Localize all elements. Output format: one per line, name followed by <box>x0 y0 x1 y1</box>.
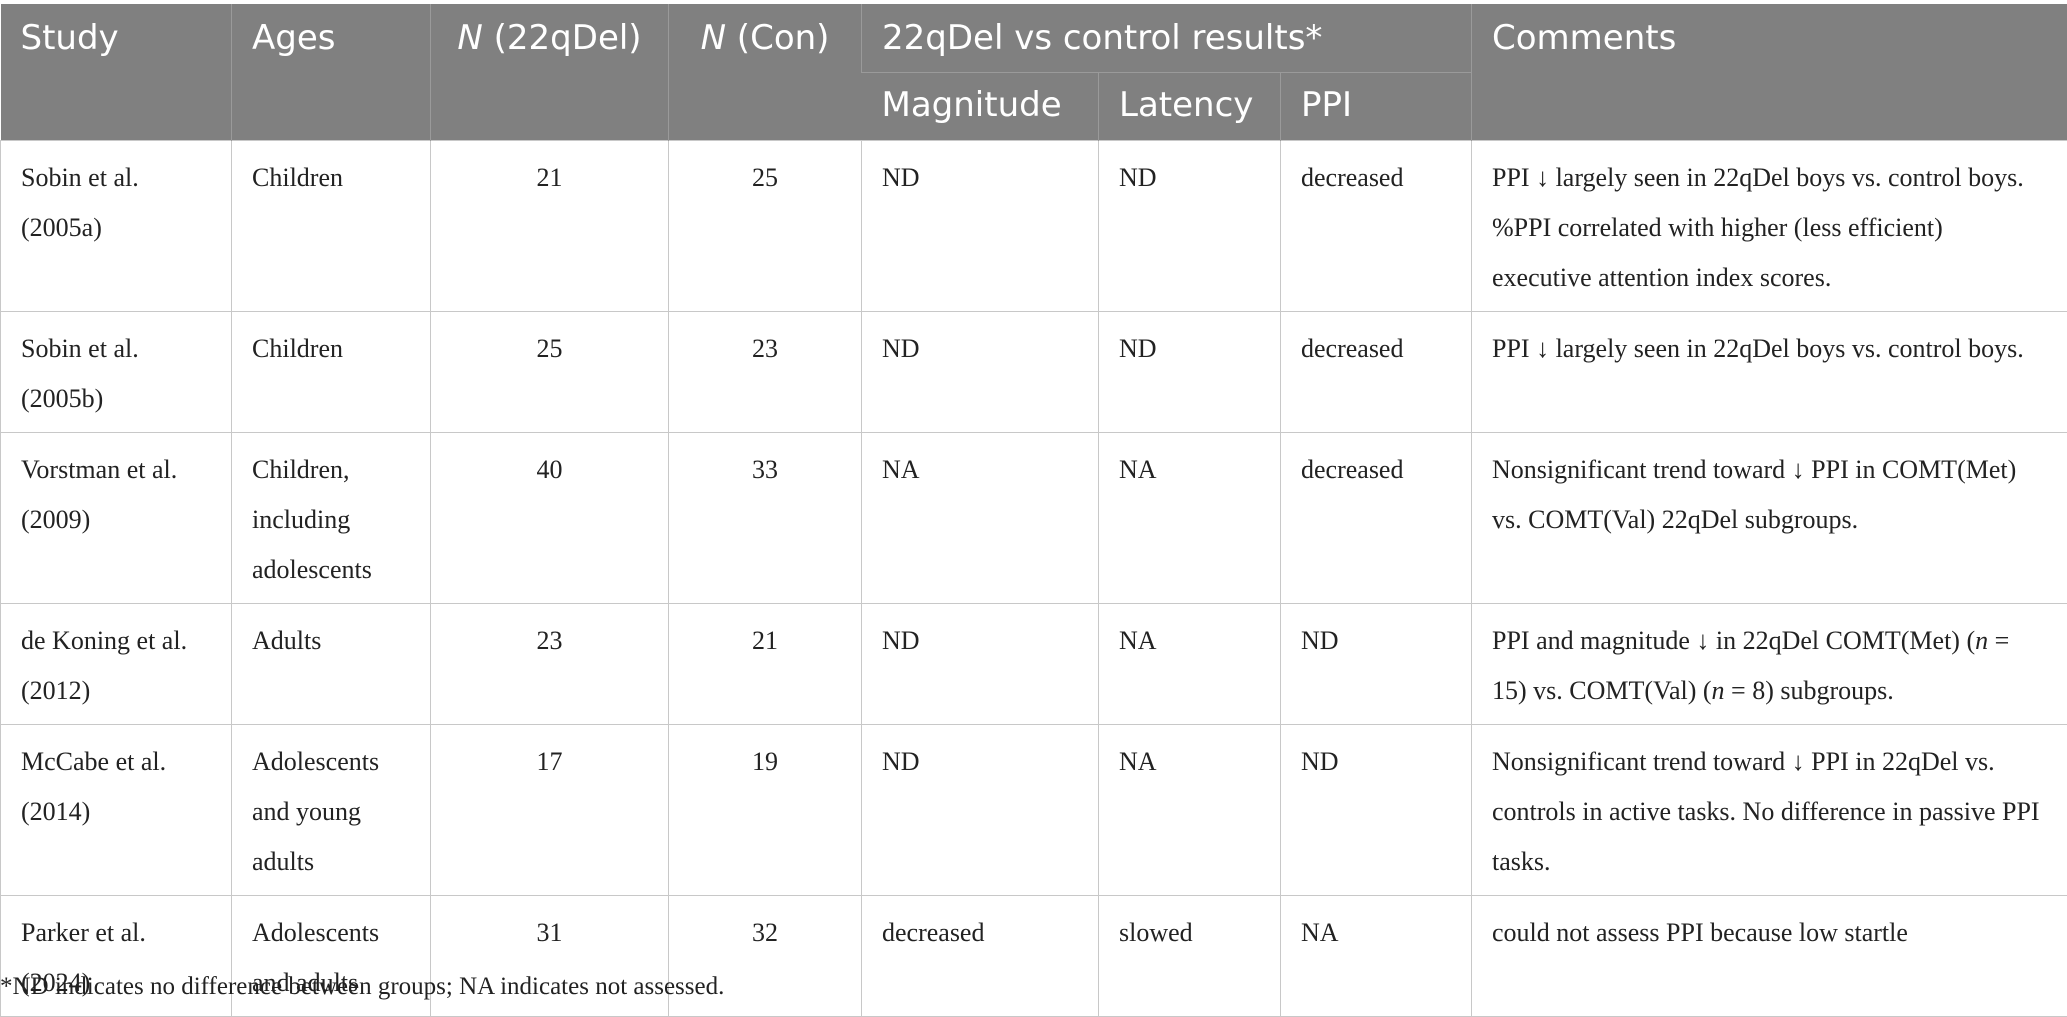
cell-n-22qdel: 40 <box>430 431 669 604</box>
table-row: Vorstman et al. (2009) Children, includi… <box>0 431 2067 604</box>
cell-n-con: 25 <box>668 139 862 312</box>
header-latency: Latency <box>1098 71 1281 140</box>
cell-study[interactable]: de Koning et al. (2012) <box>0 602 232 725</box>
cell-ppi: decreased <box>1280 139 1472 312</box>
cell-magnitude: ND <box>861 602 1099 725</box>
cell-ages: Adolescents and adults <box>231 894 431 1017</box>
cell-magnitude: decreased <box>861 894 1099 1017</box>
table-row: Sobin et al. (2005a) Children 21 25 ND N… <box>0 139 2067 312</box>
header-ages: Ages <box>231 4 431 140</box>
cell-n-22qdel: 31 <box>430 894 669 1017</box>
cell-ppi: decreased <box>1280 431 1472 604</box>
cell-latency: slowed <box>1098 894 1281 1017</box>
cell-magnitude: ND <box>861 310 1099 433</box>
table-row: McCabe et al. (2014) Adolescents and you… <box>0 723 2067 896</box>
cell-ppi: ND <box>1280 602 1472 725</box>
cell-ages: Children <box>231 310 431 433</box>
table-row: Sobin et al. (2005b) Children 25 23 ND N… <box>0 310 2067 433</box>
cell-n-22qdel: 21 <box>430 139 669 312</box>
cell-study[interactable]: McCabe et al. (2014) <box>0 723 232 896</box>
header-comments: Comments <box>1471 4 2067 140</box>
cell-ppi: ND <box>1280 723 1472 896</box>
results-table: Study Ages N (22qDel) N (Con) 22qDel vs … <box>0 4 2067 1017</box>
table-row: de Koning et al. (2012) Adults 23 21 ND … <box>0 602 2067 725</box>
cell-n-con: 33 <box>668 431 862 604</box>
cell-comments: PPI ↓ largely seen in 22qDel boys vs. co… <box>1471 310 2067 433</box>
cell-comments: PPI ↓ largely seen in 22qDel boys vs. co… <box>1471 139 2067 312</box>
cell-ages: Adults <box>231 602 431 725</box>
cell-latency: ND <box>1098 310 1281 433</box>
cell-n-22qdel: 17 <box>430 723 669 896</box>
cell-n-22qdel: 25 <box>430 310 669 433</box>
table-footnote: *ND indicates no difference between grou… <box>0 973 725 1000</box>
header-study: Study <box>0 4 232 140</box>
cell-ppi: decreased <box>1280 310 1472 433</box>
cell-comments: Nonsignificant trend toward ↓ PPI in 22q… <box>1471 723 2067 896</box>
cell-n-con: 32 <box>668 894 862 1017</box>
cell-magnitude: ND <box>861 723 1099 896</box>
table-row: Parker et al. (2024) Adolescents and adu… <box>0 894 2067 1017</box>
header-n-con: N (Con) <box>668 4 862 140</box>
cell-magnitude: ND <box>861 139 1099 312</box>
cell-study[interactable]: Sobin et al. (2005a) <box>0 139 232 312</box>
cell-latency: NA <box>1098 431 1281 604</box>
cell-n-con: 21 <box>668 602 862 725</box>
cell-ages: Children, including adolescents <box>231 431 431 604</box>
cell-ages: Adolescents and young adults <box>231 723 431 896</box>
header-results-group: 22qDel vs control results* <box>861 4 1472 73</box>
cell-n-con: 23 <box>668 310 862 433</box>
header-magnitude: Magnitude <box>861 71 1099 140</box>
header-n-22qdel: N (22qDel) <box>430 4 669 140</box>
cell-comments: PPI and magnitude ↓ in 22qDel COMT(Met) … <box>1471 602 2067 725</box>
cell-study[interactable]: Sobin et al. (2005b) <box>0 310 232 433</box>
header-ppi: PPI <box>1280 71 1472 140</box>
cell-n-con: 19 <box>668 723 862 896</box>
cell-latency: ND <box>1098 139 1281 312</box>
cell-n-22qdel: 23 <box>430 602 669 725</box>
cell-latency: NA <box>1098 602 1281 725</box>
cell-comments: Nonsignificant trend toward ↓ PPI in COM… <box>1471 431 2067 604</box>
cell-ages: Children <box>231 139 431 312</box>
cell-ppi: NA <box>1280 894 1472 1017</box>
cell-comments: could not assess PPI because low startle <box>1471 894 2067 1017</box>
cell-study[interactable]: Vorstman et al. (2009) <box>0 431 232 604</box>
cell-study[interactable]: Parker et al. (2024) <box>0 894 232 1017</box>
cell-magnitude: NA <box>861 431 1099 604</box>
cell-latency: NA <box>1098 723 1281 896</box>
